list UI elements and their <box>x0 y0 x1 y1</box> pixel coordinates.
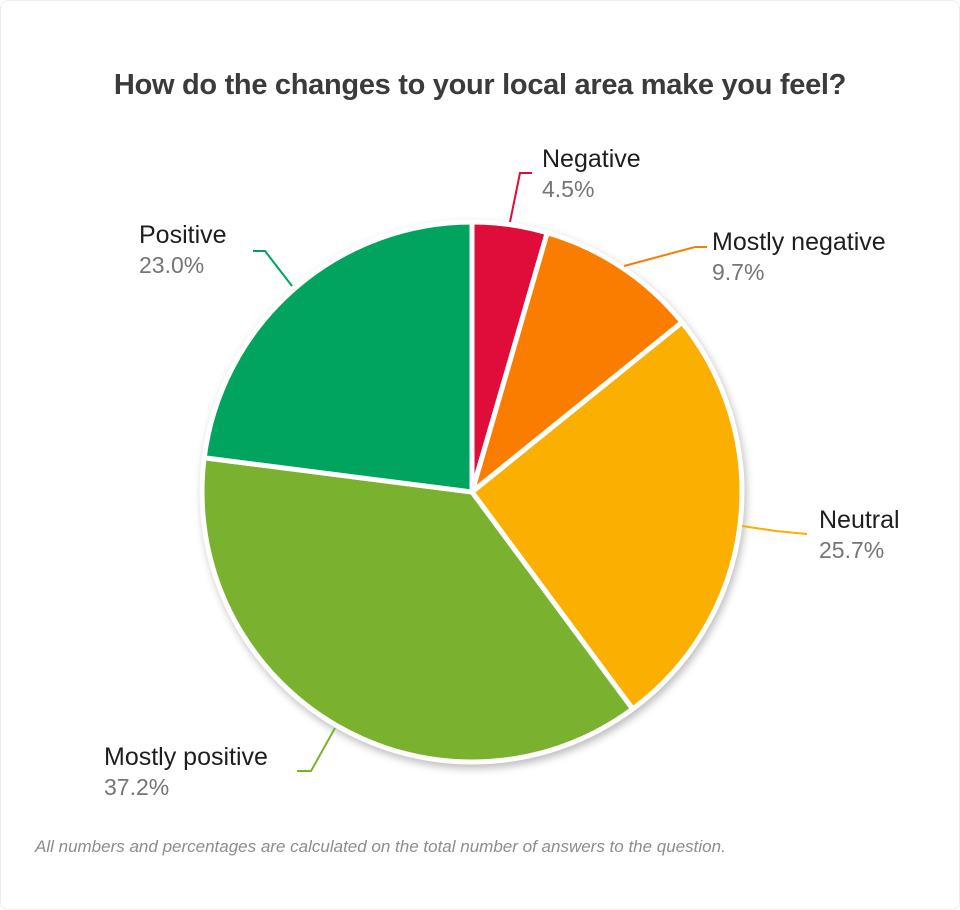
slice-label-pct: 25.7% <box>819 537 885 563</box>
slice-label-negative: Negative 4.5% <box>542 144 641 204</box>
slice-label-mostly-positive: Mostly positive 37.2% <box>104 742 268 802</box>
slice-label-name: Mostly negative <box>712 228 886 256</box>
leader-lines-group <box>253 172 808 772</box>
pie-slice-neutral[interactable] <box>469 319 745 712</box>
slice-label-pct: 4.5% <box>542 176 595 202</box>
pie-slices-group <box>199 219 745 765</box>
slice-label-name: Mostly positive <box>104 743 268 771</box>
leader-line-positive <box>253 250 293 287</box>
pie-slice-positive[interactable] <box>201 219 475 495</box>
slice-label-name: Negative <box>542 145 641 173</box>
slice-label-pct: 37.2% <box>104 774 170 800</box>
footnote: All numbers and percentages are calculat… <box>35 837 726 856</box>
leader-line-neutral <box>741 525 808 535</box>
slice-label-neutral: Neutral 25.7% <box>819 505 900 565</box>
leader-line-mostly-positive <box>297 727 336 772</box>
leader-line-negative <box>509 172 532 223</box>
pie-slice-mostly-negative[interactable] <box>469 230 685 495</box>
leader-line-mostly-negative <box>623 246 707 267</box>
slice-label-name: Neutral <box>819 506 900 534</box>
slice-label-name: Positive <box>139 221 227 249</box>
slice-label-pct: 9.7% <box>712 259 765 285</box>
pie-slice-mostly-positive[interactable] <box>199 455 636 765</box>
slice-label-positive: Positive 23.0% <box>139 220 227 280</box>
slice-label-pct: 23.0% <box>139 252 205 278</box>
slice-label-mostly-negative: Mostly negative 9.7% <box>712 227 886 287</box>
chart-title: How do the changes to your local area ma… <box>113 69 847 101</box>
